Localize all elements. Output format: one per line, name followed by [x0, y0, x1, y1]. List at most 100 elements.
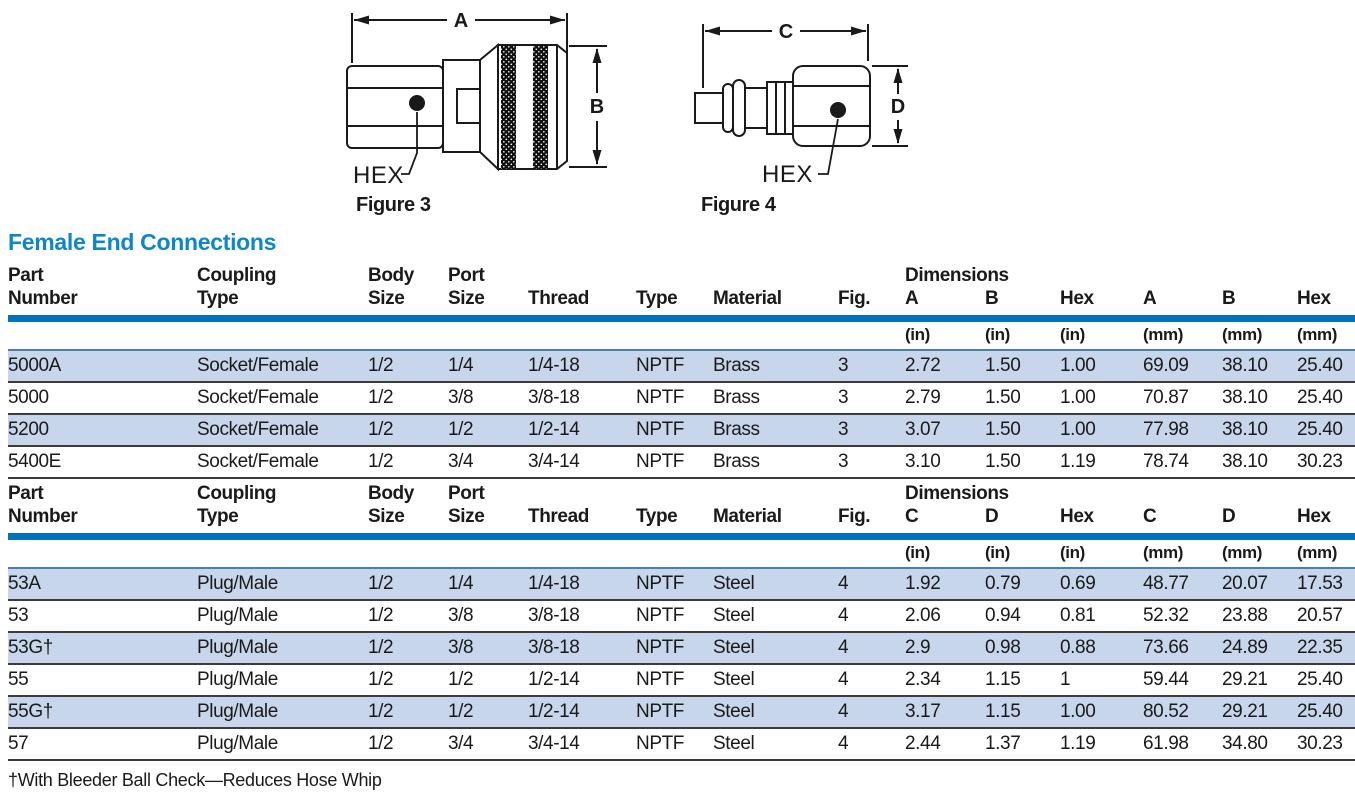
table-cell: 1/2	[368, 446, 448, 479]
column-header: Fig.	[838, 505, 905, 540]
unit-label: (in)	[905, 536, 985, 569]
column-header: Dimensions	[905, 483, 1009, 504]
column-header: Body	[368, 483, 414, 504]
table-cell: 1/2	[368, 696, 448, 729]
table-cell: 0.79	[985, 568, 1060, 601]
column-header: A	[905, 287, 985, 322]
table-cell: Plug/Male	[197, 664, 368, 697]
table-cell: 3/8-18	[528, 600, 636, 633]
column-header	[1060, 261, 1143, 287]
dimension-a-arrow: A	[351, 10, 568, 65]
table-cell: 69.09	[1143, 350, 1222, 383]
column-header: Type	[636, 287, 713, 322]
unit-label: (in)	[1060, 318, 1143, 351]
units-row: (in) (in) (in) (mm) (mm) (mm)	[8, 318, 1355, 351]
table-row: 53A Plug/Male 1/2 1/4 1/4-18 NPTF Steel 4 1.92 0.…	[8, 568, 1355, 601]
table-cell: Socket/Female	[197, 382, 368, 415]
unit-label: (mm)	[1222, 318, 1297, 351]
table-cell: 3/4-14	[528, 728, 636, 761]
column-header: D	[985, 505, 1060, 540]
table-cell: 3	[838, 414, 905, 447]
table-cell: NPTF	[636, 696, 713, 729]
table-cell: Plug/Male	[197, 632, 368, 665]
table-cell: Plug/Male	[197, 600, 368, 633]
table-cell: Steel	[713, 568, 838, 601]
table-row: 5400E Socket/Female 1/2 3/4 3/4-14 NPTF Brass 3…	[8, 446, 1355, 479]
unit-label: (mm)	[1143, 536, 1222, 569]
figures-area: A B HEX	[0, 0, 1355, 222]
unit-label	[713, 318, 838, 351]
hex-callout: HEX	[762, 102, 846, 188]
table-cell: 2.79	[905, 382, 985, 415]
column-header: Thread	[528, 505, 636, 540]
table-cell: Brass	[713, 446, 838, 479]
table-cell: 2.72	[905, 350, 985, 383]
column-header: D	[1222, 505, 1297, 540]
plug-male-table: Part Coupling Body Port Dimensions Number Type…	[8, 479, 1355, 761]
unit-label	[8, 536, 197, 569]
table-cell: 3/4	[448, 446, 528, 479]
socket-female-table: Part Coupling Body Port Dimensions Number Type…	[8, 261, 1355, 479]
column-header: Hex	[1060, 287, 1143, 322]
column-header: Coupling	[197, 483, 277, 504]
table-cell: 1.00	[1060, 350, 1143, 383]
table-cell: 77.98	[1143, 414, 1222, 447]
figure4-plug-drawing: C D HEX	[694, 21, 908, 188]
table-cell: NPTF	[636, 728, 713, 761]
column-header: Size	[448, 287, 528, 322]
table-cell: 30.23	[1297, 446, 1355, 479]
column-header: Thread	[528, 287, 636, 322]
table-cell: 1/2-14	[528, 664, 636, 697]
unit-label: (mm)	[1297, 536, 1355, 569]
unit-label	[528, 318, 636, 351]
column-header	[713, 261, 838, 287]
table-cell: 0.88	[1060, 632, 1143, 665]
column-header	[1297, 479, 1355, 505]
column-header	[528, 479, 636, 505]
unit-label	[197, 318, 368, 351]
column-header: Material	[713, 287, 838, 322]
table-cell: 29.21	[1222, 664, 1297, 697]
column-header	[838, 479, 905, 505]
table-cell: NPTF	[636, 568, 713, 601]
column-header: Body	[368, 265, 414, 286]
table-cell: 20.57	[1297, 600, 1355, 633]
table-cell: Steel	[713, 696, 838, 729]
table-cell: 3.10	[905, 446, 985, 479]
column-header	[1060, 479, 1143, 505]
column-header: C	[1143, 505, 1222, 540]
table-cell: 1/2	[368, 350, 448, 383]
table-row: 55G† Plug/Male 1/2 1/2 1/2-14 NPTF Steel 4 3.17 1…	[8, 696, 1355, 729]
dim-b-label: B	[590, 96, 604, 118]
table-cell: NPTF	[636, 600, 713, 633]
table-cell: 3.17	[905, 696, 985, 729]
dimension-d-arrow: D	[872, 65, 908, 147]
table-cell: 1/2	[368, 728, 448, 761]
table-cell: Plug/Male	[197, 728, 368, 761]
table-cell: 3/8	[448, 382, 528, 415]
column-header: Size	[448, 505, 528, 540]
table-cell: 3	[838, 350, 905, 383]
table-cell: 1.92	[905, 568, 985, 601]
column-header: Size	[368, 505, 448, 540]
table-cell: 17.53	[1297, 568, 1355, 601]
table-cell: 1.00	[1060, 382, 1143, 415]
table-cell: 4	[838, 600, 905, 633]
table-cell: 1/2-14	[528, 414, 636, 447]
column-header	[838, 261, 905, 287]
table-cell: 38.10	[1222, 382, 1297, 415]
table-cell: 20.07	[1222, 568, 1297, 601]
table-cell: 3/8	[448, 600, 528, 633]
column-header: Part	[8, 483, 44, 504]
table-cell: NPTF	[636, 350, 713, 383]
table-cell: Plug/Male	[197, 568, 368, 601]
table-cell: 1.50	[985, 414, 1060, 447]
table-cell: 55G†	[8, 696, 197, 729]
column-header	[1222, 479, 1297, 505]
table-cell: 61.98	[1143, 728, 1222, 761]
page-title: Female End Connections	[8, 229, 277, 255]
hex-callout-dot	[409, 95, 425, 111]
table-cell: 38.10	[1222, 446, 1297, 479]
unit-label: (in)	[985, 536, 1060, 569]
table-cell: Steel	[713, 664, 838, 697]
